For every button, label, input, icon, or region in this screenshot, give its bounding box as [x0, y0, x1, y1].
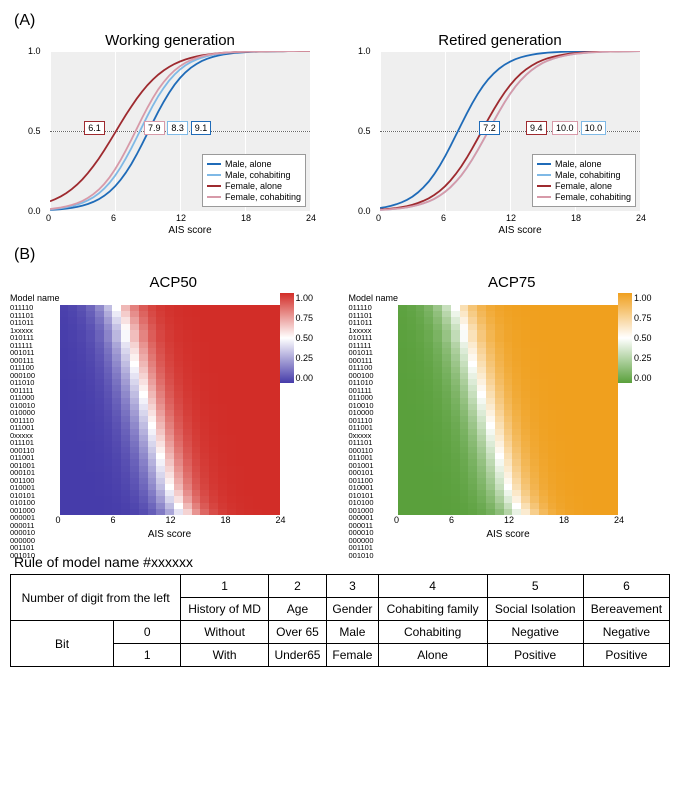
rule-meaning-3: Gender: [327, 598, 379, 621]
threshold-value-box: 8.3: [167, 121, 188, 135]
heatmap-acp75-title: ACP75: [349, 274, 676, 291]
rule-bit1-5: Positive: [487, 644, 583, 667]
rule-bit1-6: Positive: [583, 644, 669, 667]
model-header-left: Model name: [10, 293, 60, 303]
rule-bit1-4: Alone: [378, 644, 487, 667]
rule-header-digit: Number of digit from the left: [11, 575, 181, 621]
model-header-right: Model name: [349, 293, 399, 303]
rule-col-6: 6: [583, 575, 669, 598]
heat-xlabel-left: AIS score: [60, 529, 280, 540]
rule-col-1: 1: [181, 575, 269, 598]
rule-col-4: 4: [378, 575, 487, 598]
rule-meaning-2: Age: [268, 598, 326, 621]
rule-bit0-1: Without: [181, 621, 269, 644]
threshold-value-box: 10.0: [581, 121, 607, 135]
heatmap-acp50-title: ACP50: [10, 274, 337, 291]
rule-title: Rule of model name #xxxxxx: [14, 554, 675, 570]
chart-retired: Retired generation Estimated CES-D preva…: [340, 32, 660, 236]
chart-retired-title: Retired generation: [340, 32, 660, 49]
rule-table: Number of digit from the left 1 2 3 4 5 …: [10, 574, 670, 667]
threshold-value-box: 9.1: [191, 121, 212, 135]
rule-bit0-5: Negative: [487, 621, 583, 644]
threshold-value-box: 6.1: [84, 121, 105, 135]
rule-bit1-1: With: [181, 644, 269, 667]
rule-bit-header: Bit: [11, 621, 114, 667]
xlabel-retired: AIS score: [380, 225, 660, 236]
rule-bit0: 0: [114, 621, 181, 644]
rule-bit1: 1: [114, 644, 181, 667]
heat-xlabel-right: AIS score: [398, 529, 618, 540]
rule-meaning-4: Cohabiting family: [378, 598, 487, 621]
rule-bit0-4: Cohabiting: [378, 621, 487, 644]
panel-b-row: ACP50 Model name 0111100111010110111xxxx…: [10, 274, 675, 540]
rule-meaning-6: Bereavement: [583, 598, 669, 621]
threshold-value-box: 7.2: [479, 121, 500, 135]
rule-bit0-3: Male: [327, 621, 379, 644]
rule-bit1-3: Female: [327, 644, 379, 667]
panel-a-label: (A): [14, 12, 675, 30]
rule-col-2: 2: [268, 575, 326, 598]
threshold-value-box: 9.4: [526, 121, 547, 135]
rule-bit0-2: Over 65: [268, 621, 326, 644]
rule-col-3: 3: [327, 575, 379, 598]
heatmap-acp50: ACP50 Model name 0111100111010110111xxxx…: [10, 274, 337, 540]
chart-working: Working generation Estimated CES-D preva…: [10, 32, 330, 236]
threshold-value-box: 7.9: [144, 121, 165, 135]
threshold-value-box: 10.0: [552, 121, 578, 135]
rule-bit1-2: Under65: [268, 644, 326, 667]
heatmap-acp75: ACP75 Model name 0111100111010110111xxxx…: [349, 274, 676, 540]
rule-bit0-6: Negative: [583, 621, 669, 644]
legend: Male, aloneMale, cohabitingFemale, alone…: [532, 154, 636, 207]
legend: Male, aloneMale, cohabitingFemale, alone…: [202, 154, 306, 207]
model-row-label: 001010: [349, 552, 397, 560]
rule-meaning-1: History of MD: [181, 598, 269, 621]
panel-b-label: (B): [14, 246, 675, 264]
xlabel-working: AIS score: [50, 225, 330, 236]
panel-a-row: Working generation Estimated CES-D preva…: [10, 32, 675, 236]
rule-meaning-5: Social Isolation: [487, 598, 583, 621]
chart-working-title: Working generation: [10, 32, 330, 49]
rule-col-5: 5: [487, 575, 583, 598]
